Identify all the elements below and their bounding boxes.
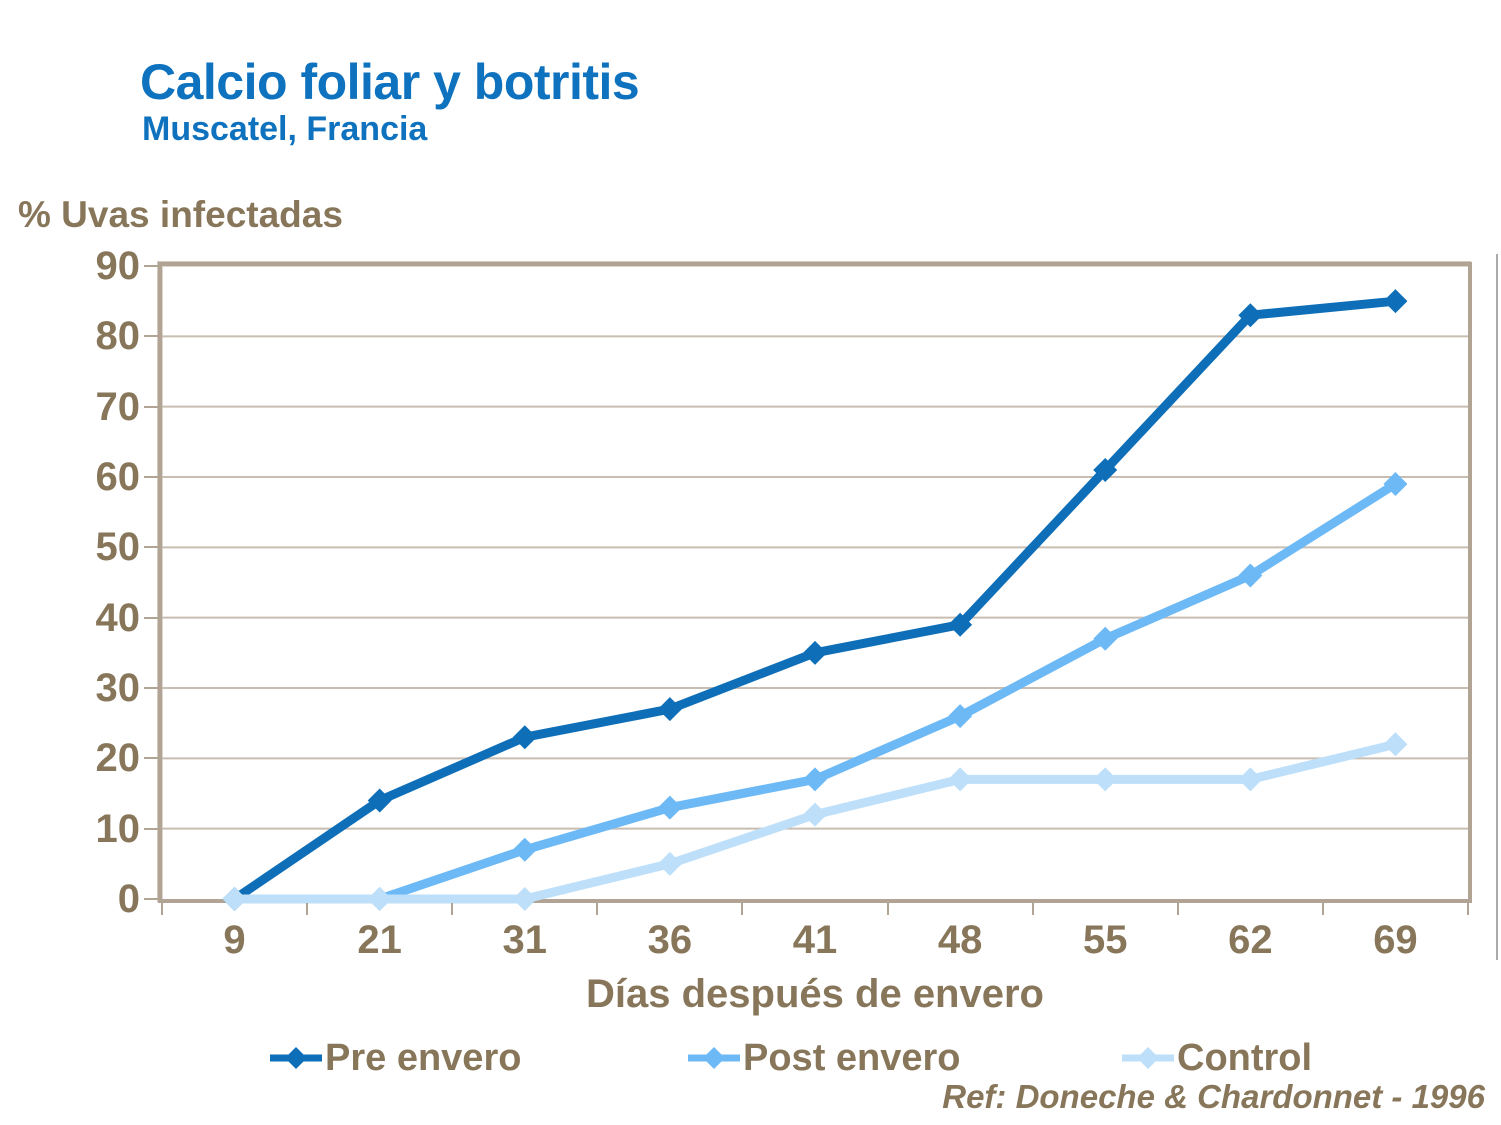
legend-item-control: Control bbox=[1122, 1033, 1312, 1083]
marker-pre-envero-x21 bbox=[367, 788, 392, 813]
x-tick-label-55: 55 bbox=[1082, 918, 1128, 962]
x-tick-label-21: 21 bbox=[357, 918, 402, 962]
marker-control-x36 bbox=[657, 851, 682, 876]
x-tick-mark-5 bbox=[886, 903, 889, 915]
marker-pre-envero-x41 bbox=[803, 640, 827, 665]
right-edge-line bbox=[1496, 254, 1498, 960]
x-tick-mark-4 bbox=[741, 903, 744, 915]
marker-pre-envero-x62 bbox=[1238, 303, 1263, 328]
marker-pre-envero-x36 bbox=[657, 697, 682, 722]
y-tick-label-30: 30 bbox=[95, 666, 141, 710]
y-tick-label-80: 80 bbox=[95, 314, 141, 359]
legend-item-pre-envero: Pre envero bbox=[270, 1033, 521, 1083]
x-tick-label-36: 36 bbox=[647, 918, 693, 962]
plot-area bbox=[158, 262, 1472, 911]
plot-svg bbox=[162, 289, 1468, 911]
marker-pre-envero-x48 bbox=[948, 612, 973, 637]
chart-title: Calcio foliar y botritis bbox=[140, 54, 640, 110]
marker-pre-envero-x31 bbox=[512, 725, 537, 750]
legend-label-pre-envero: Pre envero bbox=[325, 1036, 522, 1079]
x-tick-mark-2 bbox=[451, 903, 454, 915]
x-tick-label-9: 9 bbox=[223, 918, 246, 962]
marker-control-x48 bbox=[948, 767, 973, 792]
chart-subtitle: Muscatel, Francia bbox=[142, 110, 428, 148]
y-tick-label-70: 70 bbox=[95, 384, 141, 429]
legend-marker-icon-control bbox=[1122, 1047, 1174, 1069]
legend-label-control: Control bbox=[1177, 1036, 1313, 1079]
y-tick-mark-50 bbox=[144, 546, 162, 549]
x-axis-title: Días después de envero bbox=[586, 972, 1044, 1016]
x-tick-mark-7 bbox=[1176, 903, 1179, 915]
y-axis-title: % Uvas infectadas bbox=[18, 194, 343, 235]
y-tick-mark-10 bbox=[144, 827, 162, 830]
y-tick-label-20: 20 bbox=[95, 736, 141, 781]
y-tick-label-40: 40 bbox=[95, 595, 141, 640]
marker-post-envero-x48 bbox=[948, 704, 973, 729]
marker-control-x21 bbox=[367, 887, 392, 911]
legend-label-post-envero: Post envero bbox=[743, 1036, 961, 1079]
marker-control-x62 bbox=[1238, 767, 1263, 792]
series-line-post-envero bbox=[234, 480, 1398, 904]
marker-post-envero-x41 bbox=[803, 767, 827, 792]
y-tick-mark-70 bbox=[144, 405, 162, 408]
x-tick-label-41: 41 bbox=[792, 918, 838, 962]
x-tick-mark-6 bbox=[1031, 903, 1034, 915]
reference-text: Ref: Doneche & Chardonnet - 1996 bbox=[942, 1078, 1485, 1115]
x-tick-mark-1 bbox=[306, 903, 309, 915]
x-tick-mark-0 bbox=[161, 903, 163, 915]
marker-control-x41 bbox=[803, 802, 827, 827]
y-tick-label-90: 90 bbox=[95, 244, 141, 288]
marker-post-envero-x31 bbox=[512, 837, 537, 862]
legend-marker-icon-pre-envero bbox=[270, 1047, 322, 1069]
marker-control-x69 bbox=[1383, 732, 1408, 757]
marker-post-envero-x55 bbox=[1093, 626, 1118, 651]
y-tick-label-60: 60 bbox=[95, 455, 141, 499]
marker-pre-envero-x69 bbox=[1383, 289, 1408, 314]
y-tick-mark-20 bbox=[144, 757, 162, 760]
y-tick-mark-30 bbox=[144, 687, 162, 689]
marker-post-envero-x62 bbox=[1238, 563, 1263, 588]
marker-control-x9 bbox=[222, 887, 247, 911]
y-tick-mark-60 bbox=[144, 476, 162, 478]
x-tick-mark-8 bbox=[1321, 903, 1324, 915]
marker-control-x31 bbox=[512, 887, 537, 911]
x-tick-label-69: 69 bbox=[1373, 918, 1418, 962]
y-tick-mark-40 bbox=[144, 616, 162, 619]
marker-post-envero-x36 bbox=[657, 795, 682, 820]
y-tick-mark-90 bbox=[144, 265, 162, 267]
marker-pre-envero-x55 bbox=[1093, 457, 1118, 482]
x-tick-mark-3 bbox=[596, 903, 599, 915]
y-tick-mark-80 bbox=[144, 335, 162, 338]
x-tick-label-62: 62 bbox=[1228, 918, 1273, 962]
x-tick-label-48: 48 bbox=[937, 918, 983, 962]
legend-item-post-envero: Post envero bbox=[688, 1033, 961, 1083]
y-tick-label-50: 50 bbox=[95, 525, 141, 570]
marker-control-x55 bbox=[1093, 767, 1118, 792]
y-tick-label-0: 0 bbox=[117, 877, 140, 921]
legend-marker-icon-post-envero bbox=[688, 1047, 740, 1069]
x-tick-mark-9 bbox=[1467, 903, 1469, 915]
y-tick-mark-0 bbox=[144, 898, 162, 900]
x-tick-label-31: 31 bbox=[502, 918, 548, 962]
marker-post-envero-x69 bbox=[1383, 472, 1408, 497]
y-tick-label-10: 10 bbox=[95, 806, 141, 851]
